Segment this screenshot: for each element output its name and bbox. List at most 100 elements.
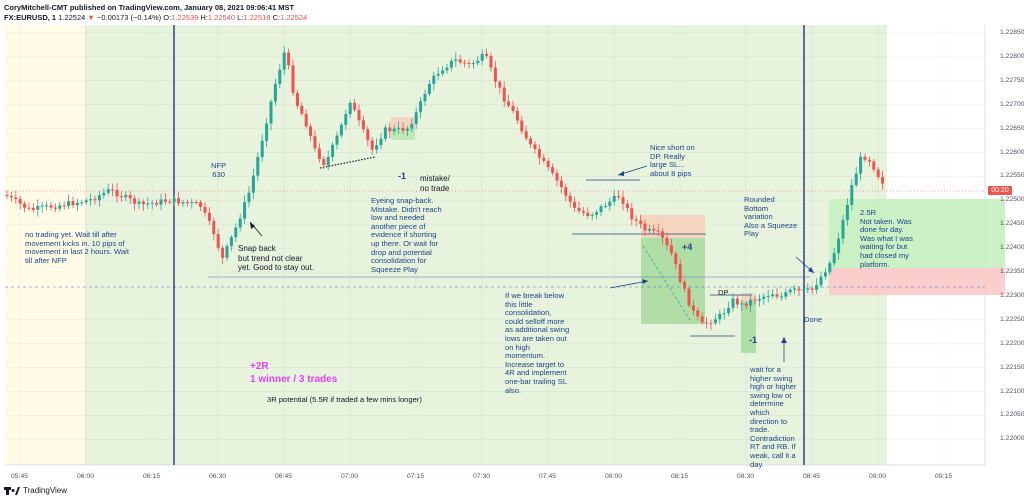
- annotation-if-break: If we break below this little consolidat…: [505, 291, 570, 395]
- change-value: −0.00173 (−0.14%): [96, 13, 162, 22]
- candle-body: [190, 202, 194, 204]
- candle-body: [97, 195, 101, 201]
- time-tick-label: 08:15: [671, 473, 689, 480]
- candle-body: [665, 237, 669, 246]
- candle-body: [793, 288, 797, 290]
- candle-body: [687, 288, 691, 306]
- candle-body: [480, 53, 484, 61]
- candle-body: [62, 205, 66, 207]
- candle-body: [225, 245, 229, 258]
- candle-body: [177, 198, 181, 204]
- candle-body: [854, 173, 858, 186]
- candle-body: [850, 185, 854, 205]
- candle-body: [53, 207, 57, 209]
- candle-body: [436, 73, 440, 76]
- candle-body: [137, 201, 141, 204]
- candle-body: [133, 198, 137, 204]
- candle-body: [256, 156, 260, 176]
- price-tick-label: 1.22200: [1000, 339, 1024, 347]
- candle-body: [243, 202, 247, 219]
- candle-body: [546, 160, 550, 168]
- candle-body: [612, 195, 616, 202]
- high-label: H:: [200, 13, 208, 22]
- annotation-done: Done: [804, 315, 823, 324]
- candle-body: [524, 131, 528, 139]
- candle-body: [819, 276, 823, 286]
- candle-body: [168, 201, 172, 203]
- candle-body: [744, 303, 748, 306]
- price-tick-label: 1.22150: [1000, 363, 1024, 371]
- arrow-head-swing: [781, 337, 787, 343]
- candle-body: [669, 245, 673, 254]
- annotation-minus1-first: -1: [398, 171, 407, 181]
- candle-body: [872, 161, 876, 170]
- candle-body: [339, 124, 343, 136]
- candle-body: [23, 203, 27, 208]
- long-stop-zone: [829, 268, 1005, 295]
- last-price: 1.22524: [58, 13, 86, 22]
- candle-body: [317, 148, 321, 160]
- candle-body: [753, 299, 757, 301]
- price-tick-label: 1.22400: [1000, 244, 1024, 252]
- arrow-head-rounded: [808, 267, 814, 273]
- candle-body: [265, 123, 269, 141]
- candle-body: [247, 192, 251, 203]
- candle-body: [749, 299, 753, 306]
- candle-body: [216, 234, 220, 248]
- candle-body: [630, 208, 634, 220]
- annotation-plus4: +4: [682, 242, 693, 252]
- candle-body: [639, 220, 643, 224]
- long-target-zone: [829, 199, 1005, 268]
- annotation-2-5r: 2.5R Not taken. Was done for day. Was wh…: [860, 208, 913, 269]
- price-tick-label: 1.22750: [1000, 76, 1024, 84]
- symbol-ohlc-bar: FX:EURUSD, 1 1.22524 ▼ −0.00173 (−0.14%)…: [4, 13, 307, 22]
- candle-body: [621, 197, 625, 204]
- time-tick-label: 06:00: [77, 473, 95, 480]
- candle-body: [485, 53, 489, 57]
- candle-body: [731, 298, 735, 308]
- candle-body: [14, 197, 18, 199]
- candle-body: [326, 157, 330, 166]
- candle-body: [463, 62, 467, 64]
- candle-body: [559, 180, 563, 188]
- candle-body: [713, 319, 717, 324]
- candle-body: [234, 227, 238, 238]
- candle-body: [260, 140, 264, 157]
- candle-body: [595, 212, 599, 215]
- candle-body: [577, 207, 581, 212]
- time-tick-label: 07:00: [341, 473, 359, 480]
- price-tick-label: 1.22700: [1000, 100, 1024, 108]
- candle-body: [181, 202, 185, 204]
- candle-body: [810, 288, 814, 290]
- candle-body: [295, 92, 299, 106]
- arrow-head-consolidation: [642, 279, 648, 284]
- price-tick-label: 1.22650: [1000, 124, 1024, 132]
- candle-body: [845, 204, 849, 221]
- candle-body: [309, 126, 313, 137]
- candle-body: [806, 288, 810, 290]
- candle-body: [401, 127, 405, 131]
- publish-info: CoryMitchell-CMT published on TradingVie…: [4, 3, 295, 12]
- candle-body: [172, 198, 176, 203]
- candlesticks: [5, 46, 885, 330]
- candle-body: [155, 202, 159, 205]
- candle-body: [647, 229, 651, 231]
- time-tick-label: 05:45: [11, 473, 29, 480]
- arrow-head-dp: [618, 171, 624, 176]
- candle-body: [643, 223, 647, 231]
- candle-body: [185, 202, 189, 204]
- candle-body: [599, 206, 603, 213]
- candle-body: [678, 264, 682, 282]
- candle-body: [797, 288, 801, 291]
- candle-body: [520, 120, 524, 132]
- candle-body: [542, 157, 546, 161]
- candle-body: [762, 296, 766, 300]
- annotation-minus1-second: -1: [749, 335, 758, 345]
- candle-body: [383, 127, 387, 139]
- candle-body: [727, 307, 731, 314]
- long-position-reward: [741, 301, 756, 353]
- candle-body: [427, 83, 431, 94]
- candle-body: [40, 205, 44, 207]
- candle-body: [656, 230, 660, 232]
